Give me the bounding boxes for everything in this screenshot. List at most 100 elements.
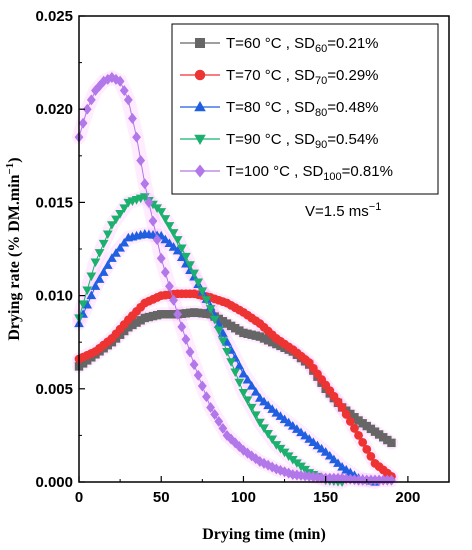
- data-point: [197, 380, 207, 392]
- series-layer: [74, 72, 396, 488]
- data-point: [123, 94, 133, 106]
- data-point: [148, 215, 158, 227]
- data-point: [234, 360, 245, 370]
- data-point: [173, 308, 183, 320]
- data-point: [242, 374, 253, 384]
- data-point: [251, 453, 261, 465]
- y-tick-label: 0.025: [35, 8, 73, 25]
- y-axis-title-close: ): [6, 157, 23, 162]
- data-point: [242, 396, 253, 406]
- data-point: [288, 469, 298, 481]
- data-point: [115, 75, 125, 87]
- data-point: [205, 305, 216, 314]
- legend-60-sub: 60: [315, 43, 327, 55]
- data-point: [160, 234, 171, 244]
- legend-60-tail: =0.21%: [327, 35, 378, 52]
- legend-70-main: T=70 °C , SD: [226, 67, 315, 84]
- data-point: [119, 85, 129, 97]
- data-point: [197, 287, 208, 296]
- data-point: [333, 458, 343, 467]
- data-point: [169, 294, 178, 306]
- data-point: [165, 280, 174, 292]
- data-point: [168, 229, 179, 238]
- data-point: [86, 94, 96, 106]
- data-point: [78, 117, 88, 129]
- data-point: [82, 286, 93, 296]
- data-point: [119, 237, 130, 247]
- data-point: [387, 474, 396, 486]
- legend-90-tail: =0.54%: [327, 131, 378, 148]
- data-point: [107, 221, 117, 230]
- legend: T=60 °C , SD60=0.21% T=70 °C , SD70=0.29…: [171, 23, 439, 195]
- data-point: [189, 359, 199, 371]
- y-axis-title-sup: −1: [4, 163, 16, 175]
- data-point: [296, 470, 306, 481]
- legend-marker: [194, 134, 206, 145]
- data-point: [222, 347, 232, 357]
- data-point: [387, 438, 396, 448]
- data-point: [107, 72, 117, 83]
- legend-entry-60: T=60 °C , SD60=0.21%: [226, 35, 379, 55]
- data-point: [230, 368, 241, 378]
- data-point: [250, 411, 261, 420]
- data-point: [99, 75, 109, 87]
- legend-samples: [180, 38, 220, 178]
- data-point: [222, 429, 232, 441]
- data-point: [90, 281, 101, 290]
- data-point: [222, 337, 232, 346]
- data-point: [255, 418, 265, 428]
- data-point: [156, 208, 167, 217]
- data-point: [243, 447, 252, 459]
- velocity-annotation-sup: −1: [369, 201, 382, 213]
- data-point: [107, 253, 117, 262]
- data-point: [234, 378, 245, 388]
- x-tick-label: 100: [231, 489, 256, 506]
- data-point: [193, 369, 203, 381]
- data-point: [115, 210, 125, 219]
- data-point: [320, 447, 331, 456]
- data-point: [82, 299, 93, 309]
- series-1: [74, 289, 396, 481]
- series-4: [74, 72, 396, 486]
- data-point: [280, 466, 289, 478]
- legend-100-tail: =0.81%: [342, 163, 393, 180]
- data-point: [304, 470, 314, 482]
- data-point: [152, 234, 162, 246]
- x-tick-label: 150: [313, 489, 338, 506]
- data-point: [337, 403, 347, 412]
- y-tick-label: 0.005: [35, 381, 73, 398]
- data-point: [210, 408, 220, 420]
- data-point: [267, 404, 278, 413]
- data-point: [341, 410, 351, 419]
- data-point: [250, 387, 261, 396]
- data-point: [176, 244, 187, 254]
- data-point: [102, 230, 113, 240]
- data-point: [98, 239, 109, 249]
- data-point: [172, 236, 183, 245]
- data-point: [111, 248, 121, 257]
- data-point: [119, 204, 130, 214]
- data-point: [202, 391, 211, 403]
- legend-90-sub: 90: [315, 139, 327, 151]
- y-axis-title-main: Drying rate (% DM.min: [6, 174, 23, 340]
- data-point: [128, 113, 137, 124]
- data-point: [140, 178, 150, 190]
- data-point: [313, 471, 322, 483]
- data-point: [193, 278, 204, 288]
- data-point: [324, 450, 335, 460]
- data-point: [144, 196, 154, 208]
- data-point: [82, 103, 92, 115]
- data-point: [181, 333, 191, 345]
- data-point: [345, 417, 355, 426]
- data-point: [177, 321, 187, 333]
- legend-entry-90: T=90 °C , SD90=0.54%: [226, 131, 379, 151]
- data-point: [206, 401, 215, 413]
- data-point: [214, 415, 224, 427]
- data-point: [238, 368, 249, 378]
- data-point: [350, 424, 359, 433]
- data-point: [213, 319, 224, 329]
- data-point: [111, 215, 121, 225]
- data-point: [255, 393, 265, 402]
- y-axis-title: Drying rate (% DM.min−1): [4, 157, 23, 340]
